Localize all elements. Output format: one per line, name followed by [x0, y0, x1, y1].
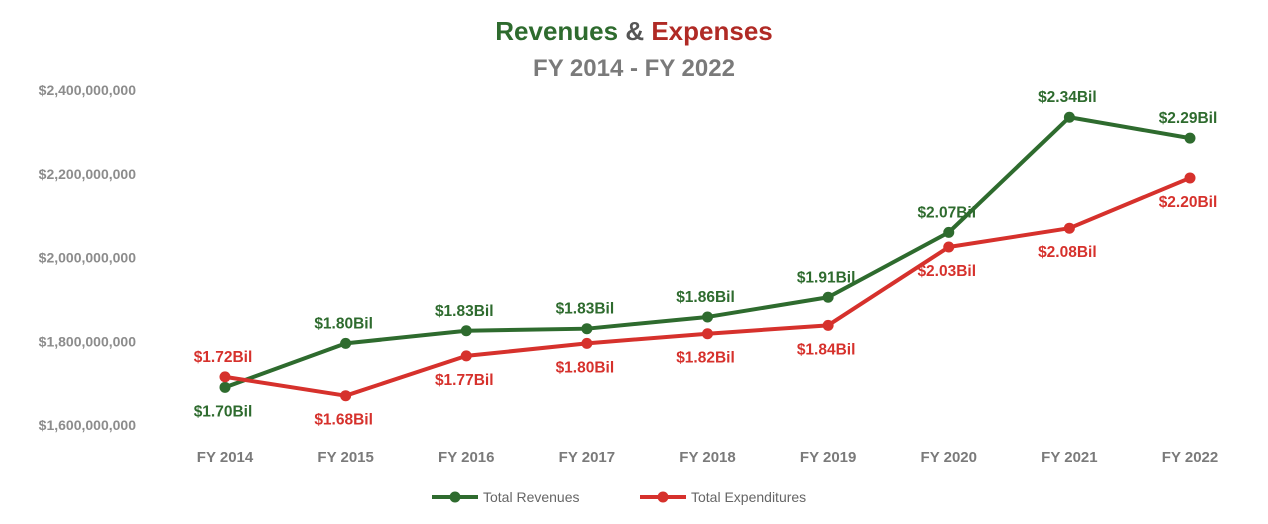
data-point [461, 325, 472, 336]
x-tick-label: FY 2014 [197, 449, 254, 466]
y-axis: $1,600,000,000 $1,800,000,000 $2,000,000,0… [39, 82, 137, 433]
data-label: $1.80Bil [314, 315, 373, 332]
y-tick-label: $2,200,000,000 [39, 166, 137, 182]
x-axis: FY 2014 FY 2015 FY 2016 FY 2017 FY 2018 FY 20… [197, 449, 1218, 466]
data-point [943, 242, 954, 253]
data-label: $2.07Bil [917, 204, 976, 221]
data-label: $2.20Bil [1159, 194, 1218, 211]
data-label: $1.84Bil [797, 341, 856, 358]
data-point [1185, 133, 1196, 144]
chart-subtitle: FY 2014 - FY 2022 [533, 55, 735, 82]
data-point [461, 350, 472, 361]
data-point [220, 371, 231, 382]
data-label: $2.29Bil [1159, 110, 1218, 127]
data-point [943, 227, 954, 238]
x-tick-label: FY 2019 [800, 449, 856, 466]
data-point [340, 390, 351, 401]
data-label: $2.08Bil [1038, 244, 1097, 261]
data-label: $2.34Bil [1038, 89, 1097, 106]
legend-swatch-dot [450, 492, 461, 503]
x-tick-label: FY 2022 [1162, 449, 1218, 466]
y-tick-label: $2,400,000,000 [39, 82, 137, 98]
data-point [823, 320, 834, 331]
y-tick-label: $1,600,000,000 [39, 417, 137, 433]
line-chart: Revenues & Expenses FY 2014 - FY 2022 $1… [0, 0, 1268, 524]
data-label: $2.03Bil [917, 263, 976, 280]
chart-container: Revenues & Expenses FY 2014 - FY 2022 $1… [0, 0, 1268, 524]
data-point [702, 328, 713, 339]
data-point [1185, 172, 1196, 183]
data-point [823, 292, 834, 303]
x-tick-label: FY 2016 [438, 449, 494, 466]
title-expenses: Expenses [651, 16, 772, 46]
data-label: $1.77Bil [435, 372, 494, 389]
data-point [581, 323, 592, 334]
data-label: $1.83Bil [435, 303, 494, 320]
data-point [702, 311, 713, 322]
x-tick-label: FY 2020 [921, 449, 977, 466]
data-label: $1.91Bil [797, 269, 856, 286]
title-revenues: Revenues [495, 16, 618, 46]
data-point [1064, 223, 1075, 234]
data-point [340, 338, 351, 349]
data-label: $1.80Bil [556, 359, 615, 376]
data-point [220, 382, 231, 393]
data-label: $1.83Bil [556, 301, 615, 318]
x-tick-label: FY 2017 [559, 449, 615, 466]
legend-label: Total Revenues [483, 489, 580, 505]
x-tick-label: FY 2018 [679, 449, 735, 466]
data-label: $1.68Bil [314, 412, 373, 429]
chart-title: Revenues & Expenses [495, 16, 772, 46]
x-tick-label: FY 2015 [317, 449, 373, 466]
data-label: $1.70Bil [194, 403, 253, 420]
legend-swatch-dot [658, 492, 669, 503]
legend-label: Total Expenditures [691, 489, 806, 505]
data-label: $1.86Bil [676, 289, 735, 306]
y-tick-label: $1,800,000,000 [39, 333, 137, 349]
data-label: $1.82Bil [676, 350, 735, 367]
data-label: $1.72Bil [194, 349, 253, 366]
data-labels: $1.70Bil $1.80Bil $1.83Bil $1.83Bil $1.86Bil… [194, 89, 1218, 428]
data-point [1064, 112, 1075, 123]
legend: Total Revenues Total Expenditures [432, 489, 806, 505]
title-ampersand: & [618, 16, 651, 46]
y-tick-label: $2,000,000,000 [39, 250, 137, 266]
data-point [581, 338, 592, 349]
x-tick-label: FY 2021 [1041, 449, 1097, 466]
